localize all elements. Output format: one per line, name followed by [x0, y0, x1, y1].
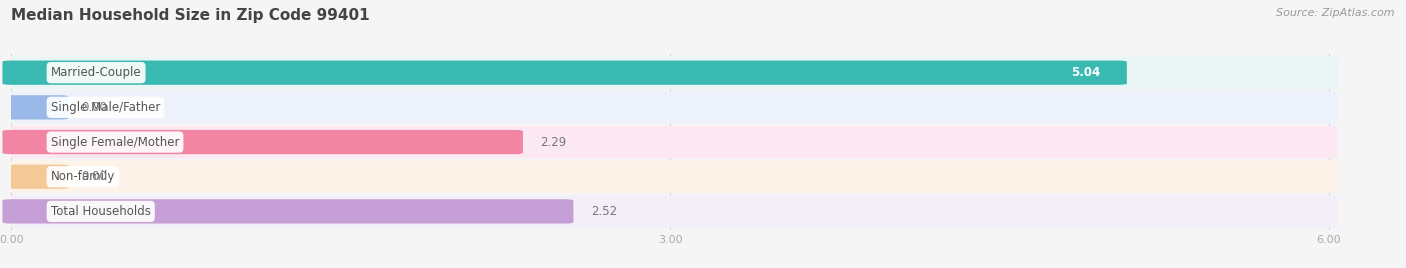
Text: Single Male/Father: Single Male/Father — [51, 101, 160, 114]
Text: 2.52: 2.52 — [591, 205, 617, 218]
Text: 5.04: 5.04 — [1071, 66, 1101, 79]
FancyBboxPatch shape — [3, 161, 1337, 193]
Text: 2.29: 2.29 — [540, 136, 567, 148]
FancyBboxPatch shape — [3, 61, 1126, 85]
Text: Total Households: Total Households — [51, 205, 150, 218]
Text: Median Household Size in Zip Code 99401: Median Household Size in Zip Code 99401 — [11, 8, 370, 23]
FancyBboxPatch shape — [3, 91, 1337, 124]
FancyBboxPatch shape — [3, 95, 69, 120]
Text: Married-Couple: Married-Couple — [51, 66, 142, 79]
FancyBboxPatch shape — [3, 195, 1337, 228]
FancyBboxPatch shape — [3, 165, 69, 189]
Text: Non-family: Non-family — [51, 170, 115, 183]
Text: 0.00: 0.00 — [82, 101, 107, 114]
FancyBboxPatch shape — [3, 57, 1337, 89]
FancyBboxPatch shape — [3, 199, 574, 224]
Text: 0.00: 0.00 — [82, 170, 107, 183]
Text: Single Female/Mother: Single Female/Mother — [51, 136, 180, 148]
FancyBboxPatch shape — [3, 126, 1337, 158]
Text: Source: ZipAtlas.com: Source: ZipAtlas.com — [1277, 8, 1395, 18]
FancyBboxPatch shape — [3, 130, 523, 154]
